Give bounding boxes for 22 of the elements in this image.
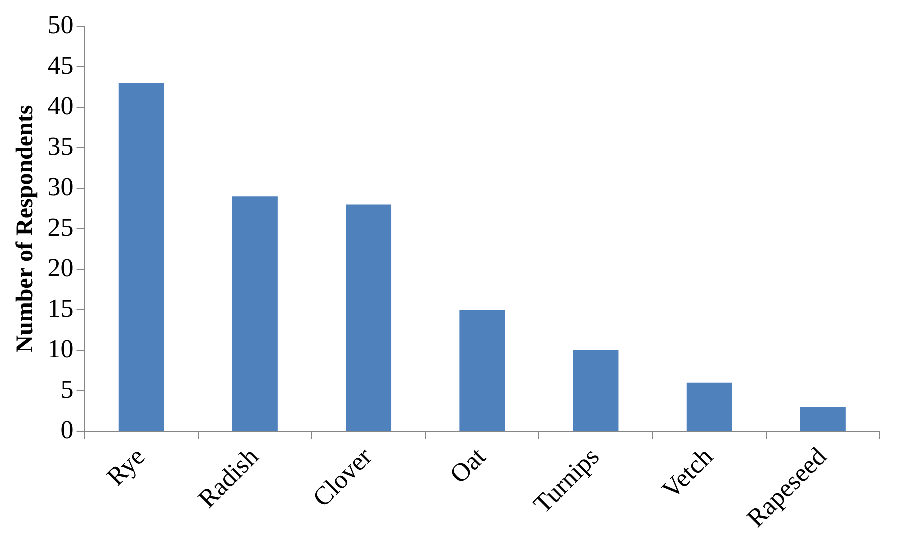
y-tick-label: 25: [48, 212, 74, 242]
bar: [460, 310, 506, 431]
y-tick-label: 15: [48, 294, 74, 323]
y-tick-label: 0: [60, 415, 74, 444]
y-tick-label: 35: [48, 132, 74, 161]
bar: [573, 350, 619, 431]
x-tick-label: Oat: [444, 442, 492, 490]
y-tick-label: 50: [48, 10, 74, 40]
bar: [346, 204, 392, 431]
y-tick-label: 20: [48, 253, 74, 282]
bar: [232, 196, 278, 431]
y-tick-label: 30: [48, 172, 74, 202]
x-tick-label: Vetch: [656, 442, 719, 504]
bar: [800, 407, 846, 431]
x-tick-label: Rye: [101, 442, 151, 492]
y-tick-label: 10: [48, 334, 74, 364]
y-tick-label: 45: [48, 50, 74, 80]
bar: [686, 382, 732, 431]
bar: [118, 83, 164, 431]
y-tick-label: 5: [60, 374, 74, 404]
y-axis-title: Number of Respondents: [12, 105, 39, 353]
y-tick-label: 40: [48, 91, 74, 120]
